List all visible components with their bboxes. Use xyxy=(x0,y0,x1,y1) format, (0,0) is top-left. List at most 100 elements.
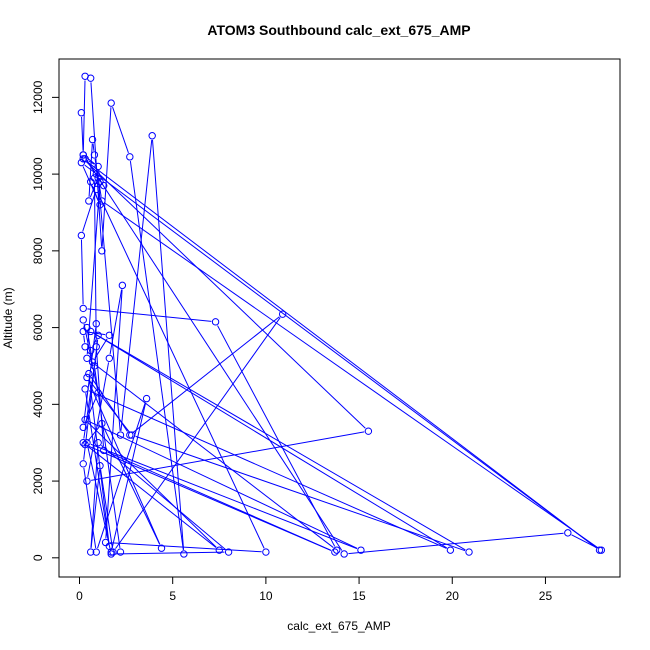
data-point xyxy=(109,548,117,556)
data-point xyxy=(211,318,220,326)
data-point xyxy=(107,548,115,556)
series-segment xyxy=(87,331,106,336)
series-segment xyxy=(135,435,466,552)
series-segment xyxy=(101,445,226,550)
data-point xyxy=(98,247,106,255)
series-segment xyxy=(115,317,281,549)
series-segment xyxy=(88,421,358,549)
series-layer xyxy=(77,72,606,558)
series-segment xyxy=(82,80,86,151)
data-point xyxy=(92,185,100,194)
data-point xyxy=(77,231,86,240)
data-point xyxy=(100,181,108,190)
data-point xyxy=(148,132,156,140)
series-segment xyxy=(86,185,101,355)
data-point xyxy=(79,304,87,313)
series-segment xyxy=(90,446,99,548)
data-point xyxy=(81,385,89,393)
series-segment xyxy=(80,239,84,305)
data-point xyxy=(83,439,91,447)
data-point xyxy=(79,155,87,163)
series-segment xyxy=(88,160,95,165)
series-segment xyxy=(87,422,217,548)
data-point xyxy=(86,74,95,82)
data-point xyxy=(465,548,473,556)
series-segment xyxy=(115,551,225,555)
data-point xyxy=(96,462,104,470)
series-segment xyxy=(94,333,466,551)
data-point xyxy=(94,389,102,397)
data-point xyxy=(77,158,86,167)
data-point xyxy=(595,546,604,554)
series-segment xyxy=(97,193,265,549)
data-point xyxy=(85,197,93,205)
data-point xyxy=(340,550,348,558)
series-segment xyxy=(348,532,564,555)
series-segment xyxy=(84,396,97,424)
data-point xyxy=(107,99,115,107)
y-tick-label: 2000 xyxy=(31,467,45,494)
data-point xyxy=(101,538,110,547)
series-segment xyxy=(82,166,99,202)
data-point xyxy=(85,369,93,378)
data-point xyxy=(262,548,270,556)
data-point xyxy=(142,394,151,403)
data-point xyxy=(86,327,95,336)
data-point xyxy=(105,331,114,339)
series-segment xyxy=(88,445,332,551)
series-segment xyxy=(83,323,98,389)
series-segment xyxy=(87,446,111,550)
data-point xyxy=(116,548,125,556)
series-segment xyxy=(81,116,84,151)
data-point xyxy=(105,354,114,362)
x-tick-label: 5 xyxy=(169,589,176,603)
series-segment xyxy=(111,402,147,549)
data-point xyxy=(98,197,106,205)
data-point xyxy=(357,546,365,554)
data-point xyxy=(94,162,102,171)
x-axis-label: calc_ext_675_AMP xyxy=(287,619,390,633)
x-tick-label: 10 xyxy=(259,589,273,603)
data-point xyxy=(107,550,115,558)
data-point xyxy=(83,477,91,485)
data-point xyxy=(331,548,339,556)
data-point xyxy=(79,439,87,447)
series-segment xyxy=(83,370,95,439)
series-segment xyxy=(129,160,184,550)
data-point xyxy=(90,362,99,370)
series-segment xyxy=(98,182,121,431)
data-point xyxy=(79,460,87,468)
x-axis: 0 5 10 15 20 25 xyxy=(76,576,552,603)
data-point xyxy=(86,346,95,355)
series-segment xyxy=(87,308,212,322)
data-point xyxy=(83,323,91,332)
data-point xyxy=(446,546,455,554)
series-segment xyxy=(132,316,280,433)
y-axis: 0 2000 4000 6000 8000 10000 12000 xyxy=(31,80,60,561)
data-point xyxy=(88,135,97,144)
series-segment xyxy=(152,139,185,550)
data-point xyxy=(116,431,125,439)
data-point xyxy=(127,431,136,439)
data-point xyxy=(79,423,87,432)
data-point xyxy=(224,548,233,556)
data-point xyxy=(98,419,106,428)
data-point xyxy=(86,548,95,556)
data-point xyxy=(79,327,87,336)
data-point xyxy=(77,109,86,117)
series-segment xyxy=(217,325,336,547)
data-point xyxy=(79,316,87,324)
x-tick-label: 0 xyxy=(76,589,83,603)
y-tick-label: 0 xyxy=(31,554,45,561)
data-point xyxy=(83,373,91,382)
series-segment xyxy=(90,469,101,548)
x-tick-label: 20 xyxy=(446,589,460,603)
series-segment xyxy=(87,362,110,478)
series-segment xyxy=(97,402,146,549)
series-segment xyxy=(87,426,100,442)
data-point xyxy=(81,343,89,351)
data-point xyxy=(364,427,373,435)
series-segment xyxy=(85,158,343,551)
